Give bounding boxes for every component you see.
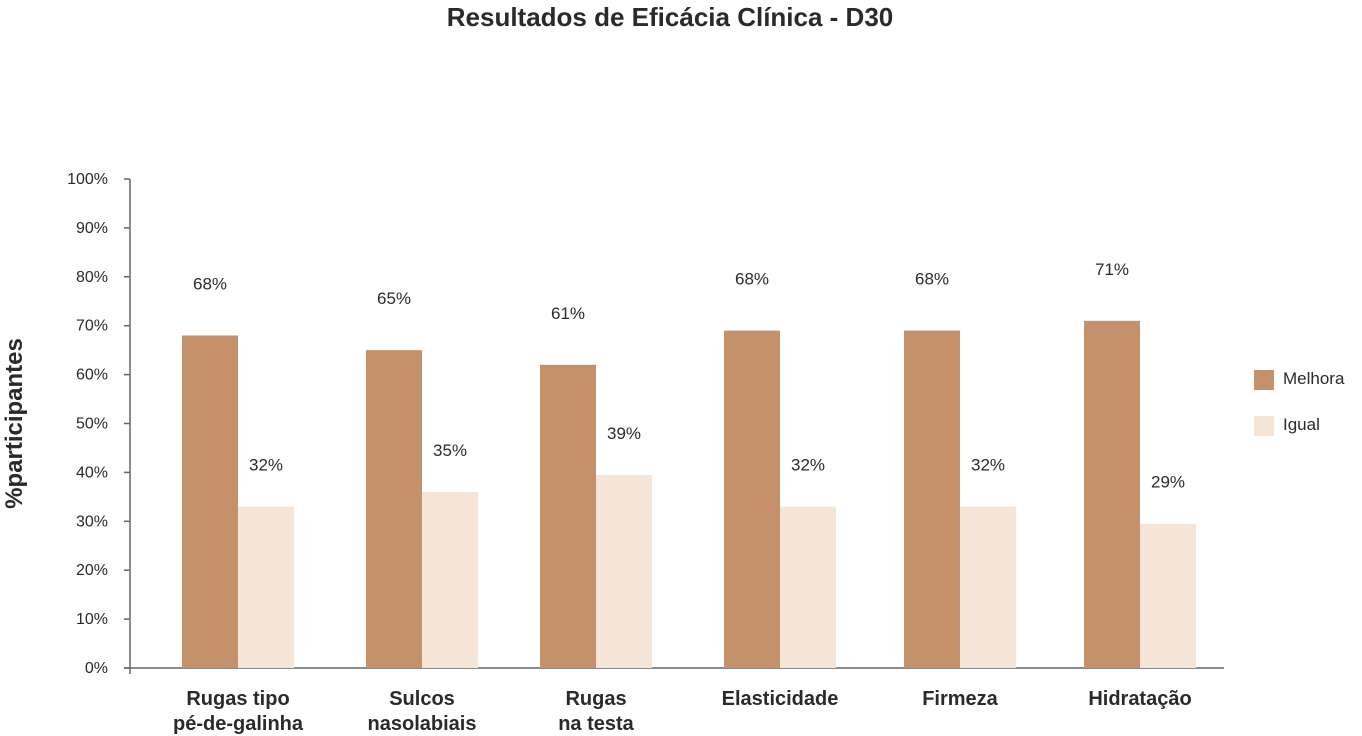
- bars: [182, 320, 1196, 668]
- y-tick-label: 40%: [76, 464, 108, 481]
- data-label-melhora: 71%: [1095, 260, 1129, 279]
- bar-igual: [780, 506, 836, 668]
- y-tick-label: 100%: [67, 171, 108, 188]
- legend-label-melhora: Melhora: [1283, 369, 1345, 388]
- bar-melhora: [540, 364, 596, 668]
- y-tick-label: 80%: [76, 269, 108, 286]
- data-label-igual: 32%: [971, 456, 1005, 475]
- x-tick-label: nasolabiais: [368, 713, 477, 735]
- data-label-igual: 39%: [607, 424, 641, 443]
- bar-igual: [238, 506, 294, 668]
- y-tick-label: 20%: [76, 562, 108, 579]
- y-tick-label: 50%: [76, 416, 108, 433]
- legend: Melhora Igual: [1254, 369, 1345, 436]
- data-labels: 68% 65% 61% 68% 68% 71% 32% 35% 39% 32% 32% 29%: [193, 260, 1185, 492]
- bar-melhora: [724, 330, 780, 668]
- bar-melhora: [366, 350, 422, 668]
- chart-title: Resultados de Eficácia Clínica - D30: [446, 2, 894, 32]
- x-tick-label: Elasticidade: [722, 688, 839, 710]
- data-label-melhora: 65%: [377, 289, 411, 308]
- bar-igual: [422, 491, 478, 668]
- y-tick-label: 70%: [76, 318, 108, 335]
- bar-melhora: [182, 335, 238, 668]
- bar-melhora: [1084, 320, 1140, 668]
- y-tick-label: 0%: [85, 660, 108, 677]
- data-label-igual: 32%: [249, 456, 283, 475]
- legend-swatch-igual: [1254, 416, 1274, 436]
- data-label-igual: 35%: [433, 441, 467, 460]
- x-tick-label: na testa: [558, 713, 634, 735]
- bar-igual: [1140, 523, 1196, 668]
- legend-swatch-melhora: [1254, 370, 1274, 390]
- data-label-igual: 32%: [791, 456, 825, 475]
- data-label-melhora: 68%: [193, 274, 227, 293]
- y-axis-label: %participantes: [1, 338, 28, 509]
- data-label-melhora: 68%: [735, 270, 769, 289]
- y-tick-label: 60%: [76, 367, 108, 384]
- y-tick-label: 10%: [76, 611, 108, 628]
- legend-label-igual: Igual: [1283, 415, 1320, 434]
- bar-igual: [596, 474, 652, 668]
- x-tick-label: Hidratação: [1088, 688, 1191, 710]
- data-label-melhora: 61%: [551, 304, 585, 323]
- x-tick-label: Rugas tipo: [186, 688, 289, 710]
- y-tick-label: 90%: [76, 220, 108, 237]
- y-tick-label: 30%: [76, 513, 108, 530]
- data-label-igual: 29%: [1151, 473, 1185, 492]
- x-tick-label: Firmeza: [922, 688, 998, 710]
- x-tick-label: pé-de-galinha: [173, 713, 304, 735]
- x-tick-label: Rugas: [565, 688, 626, 710]
- x-tick-label: Sulcos: [389, 688, 455, 710]
- bar-melhora: [904, 330, 960, 668]
- axes: 0% 10% 20% 30% 40% 50% 60% 70% 80% 90% 100% %partic…: [1, 171, 1224, 735]
- bar-igual: [960, 506, 1016, 668]
- data-label-melhora: 68%: [915, 270, 949, 289]
